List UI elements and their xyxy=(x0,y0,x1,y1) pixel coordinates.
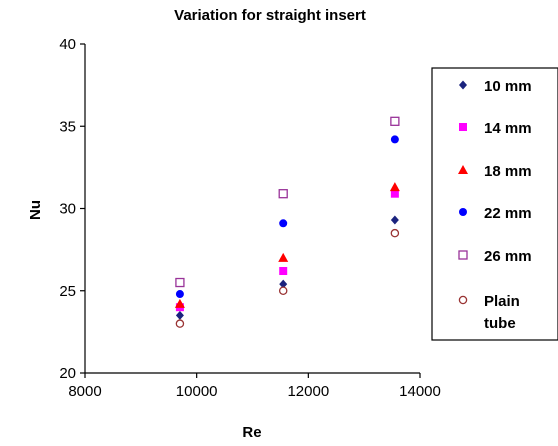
data-point xyxy=(278,189,288,199)
y-tick-label: 40 xyxy=(59,36,76,53)
y-tick-label: 20 xyxy=(59,365,76,382)
legend-box xyxy=(431,67,558,341)
data-point xyxy=(279,267,288,276)
legend-label: 14 mm xyxy=(484,120,532,137)
data-point xyxy=(390,116,400,126)
legend-label: 26 mm xyxy=(484,248,532,265)
data-point xyxy=(278,252,289,262)
legend-marker xyxy=(459,80,467,90)
data-point xyxy=(279,219,288,228)
data-point xyxy=(390,228,400,238)
axes: 20 25 30 35 40 8000 10000 12000 14000 xyxy=(59,36,441,400)
data-point xyxy=(390,189,399,198)
data-point xyxy=(175,319,185,328)
legend-marker xyxy=(458,250,468,260)
chart-title: Variation for straight insert xyxy=(174,7,366,24)
data-point xyxy=(279,279,288,289)
y-tick-label: 25 xyxy=(59,283,76,300)
legend: 10 mm 14 mm 18 mm 22 mm 26 mm Plain tube xyxy=(458,78,532,332)
data-point xyxy=(390,215,399,225)
data-point xyxy=(175,277,185,288)
legend-label: 10 mm xyxy=(484,78,532,95)
y-tick-label: 35 xyxy=(59,118,76,135)
x-tick-label: 8000 xyxy=(68,383,101,400)
legend-marker xyxy=(458,295,468,305)
data-marks xyxy=(174,116,400,328)
data-point xyxy=(390,135,399,144)
x-tick-label: 12000 xyxy=(287,383,329,400)
y-axis-label: Nu xyxy=(27,200,44,220)
data-point xyxy=(175,310,184,320)
legend-marker xyxy=(459,123,467,131)
legend-label: 18 mm xyxy=(484,163,532,180)
data-point xyxy=(174,298,185,308)
x-axis-label: Re xyxy=(242,424,261,441)
legend-marker xyxy=(459,208,467,216)
data-point xyxy=(175,290,184,299)
y-tick-label: 30 xyxy=(59,201,76,218)
x-tick-label: 10000 xyxy=(176,383,218,400)
x-tick-label: 14000 xyxy=(399,383,441,400)
data-point xyxy=(389,182,400,192)
legend-label: Plain tube xyxy=(484,293,520,332)
legend-marker xyxy=(458,165,468,174)
legend-label: 22 mm xyxy=(484,205,532,222)
data-point xyxy=(278,286,288,295)
